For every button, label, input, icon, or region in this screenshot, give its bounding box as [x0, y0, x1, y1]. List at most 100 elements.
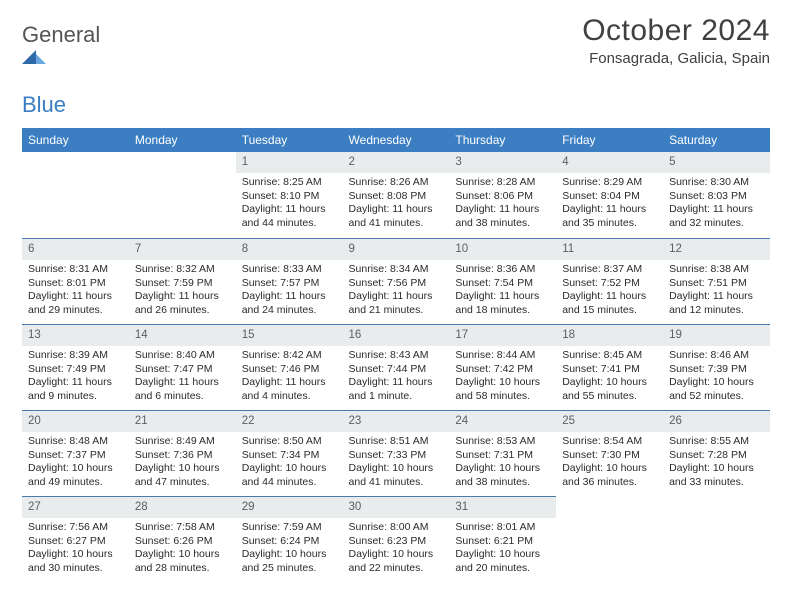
calendar-table: SundayMondayTuesdayWednesdayThursdayFrid…	[22, 128, 770, 582]
calendar-cell: 23Sunrise: 8:51 AMSunset: 7:33 PMDayligh…	[343, 410, 450, 496]
brand-logo: GeneralBlue	[22, 14, 102, 118]
day-content: Sunrise: 8:51 AMSunset: 7:33 PMDaylight:…	[343, 432, 450, 496]
calendar-cell: 26Sunrise: 8:55 AMSunset: 7:28 PMDayligh…	[663, 410, 770, 496]
day-number: 30	[343, 496, 450, 518]
calendar-cell: 27Sunrise: 7:56 AMSunset: 6:27 PMDayligh…	[22, 496, 129, 582]
calendar-cell: 17Sunrise: 8:44 AMSunset: 7:42 PMDayligh…	[449, 324, 556, 410]
calendar-cell: 1Sunrise: 8:25 AMSunset: 8:10 PMDaylight…	[236, 152, 343, 238]
day-number: 29	[236, 496, 343, 518]
brand-part1: General	[22, 22, 100, 47]
day-number: 17	[449, 324, 556, 346]
calendar-body: 1Sunrise: 8:25 AMSunset: 8:10 PMDaylight…	[22, 152, 770, 582]
day-content: Sunrise: 8:43 AMSunset: 7:44 PMDaylight:…	[343, 346, 450, 410]
day-content: Sunrise: 8:40 AMSunset: 7:47 PMDaylight:…	[129, 346, 236, 410]
day-content: Sunrise: 8:46 AMSunset: 7:39 PMDaylight:…	[663, 346, 770, 410]
month-title: October 2024	[582, 14, 770, 48]
day-number: 15	[236, 324, 343, 346]
calendar-cell: 30Sunrise: 8:00 AMSunset: 6:23 PMDayligh…	[343, 496, 450, 582]
day-content: Sunrise: 8:45 AMSunset: 7:41 PMDaylight:…	[556, 346, 663, 410]
calendar-cell: 18Sunrise: 8:45 AMSunset: 7:41 PMDayligh…	[556, 324, 663, 410]
calendar-week: 20Sunrise: 8:48 AMSunset: 7:37 PMDayligh…	[22, 410, 770, 496]
day-content: Sunrise: 8:37 AMSunset: 7:52 PMDaylight:…	[556, 260, 663, 324]
header: GeneralBlue October 2024 Fonsagrada, Gal…	[22, 14, 770, 118]
day-content: Sunrise: 8:34 AMSunset: 7:56 PMDaylight:…	[343, 260, 450, 324]
day-number: 20	[22, 410, 129, 432]
calendar-cell: 12Sunrise: 8:38 AMSunset: 7:51 PMDayligh…	[663, 238, 770, 324]
day-content: Sunrise: 8:29 AMSunset: 8:04 PMDaylight:…	[556, 173, 663, 237]
calendar-cell: 3Sunrise: 8:28 AMSunset: 8:06 PMDaylight…	[449, 152, 556, 238]
day-header: Sunday	[22, 128, 129, 152]
day-number: 31	[449, 496, 556, 518]
day-number: 19	[663, 324, 770, 346]
calendar-cell	[663, 496, 770, 582]
calendar-cell: 7Sunrise: 8:32 AMSunset: 7:59 PMDaylight…	[129, 238, 236, 324]
calendar-week: 1Sunrise: 8:25 AMSunset: 8:10 PMDaylight…	[22, 152, 770, 238]
day-number: 1	[236, 152, 343, 173]
day-number: 24	[449, 410, 556, 432]
day-number: 25	[556, 410, 663, 432]
day-content: Sunrise: 8:00 AMSunset: 6:23 PMDaylight:…	[343, 518, 450, 582]
day-number: 10	[449, 238, 556, 260]
day-number: 27	[22, 496, 129, 518]
calendar-cell: 8Sunrise: 8:33 AMSunset: 7:57 PMDaylight…	[236, 238, 343, 324]
calendar-week: 27Sunrise: 7:56 AMSunset: 6:27 PMDayligh…	[22, 496, 770, 582]
calendar-cell: 20Sunrise: 8:48 AMSunset: 7:37 PMDayligh…	[22, 410, 129, 496]
day-number: 26	[663, 410, 770, 432]
day-content: Sunrise: 8:55 AMSunset: 7:28 PMDaylight:…	[663, 432, 770, 496]
title-block: October 2024 Fonsagrada, Galicia, Spain	[582, 14, 770, 67]
day-content: Sunrise: 8:38 AMSunset: 7:51 PMDaylight:…	[663, 260, 770, 324]
day-number: 3	[449, 152, 556, 173]
calendar-cell: 15Sunrise: 8:42 AMSunset: 7:46 PMDayligh…	[236, 324, 343, 410]
calendar-cell: 22Sunrise: 8:50 AMSunset: 7:34 PMDayligh…	[236, 410, 343, 496]
day-number: 13	[22, 324, 129, 346]
day-content: Sunrise: 8:28 AMSunset: 8:06 PMDaylight:…	[449, 173, 556, 237]
day-number: 4	[556, 152, 663, 173]
calendar-cell: 25Sunrise: 8:54 AMSunset: 7:30 PMDayligh…	[556, 410, 663, 496]
calendar-cell: 19Sunrise: 8:46 AMSunset: 7:39 PMDayligh…	[663, 324, 770, 410]
day-content: Sunrise: 8:54 AMSunset: 7:30 PMDaylight:…	[556, 432, 663, 496]
calendar-week: 13Sunrise: 8:39 AMSunset: 7:49 PMDayligh…	[22, 324, 770, 410]
calendar-cell: 10Sunrise: 8:36 AMSunset: 7:54 PMDayligh…	[449, 238, 556, 324]
day-number: 23	[343, 410, 450, 432]
day-header: Tuesday	[236, 128, 343, 152]
day-header: Friday	[556, 128, 663, 152]
calendar-cell: 16Sunrise: 8:43 AMSunset: 7:44 PMDayligh…	[343, 324, 450, 410]
day-content: Sunrise: 8:36 AMSunset: 7:54 PMDaylight:…	[449, 260, 556, 324]
day-number: 9	[343, 238, 450, 260]
day-content: Sunrise: 8:32 AMSunset: 7:59 PMDaylight:…	[129, 260, 236, 324]
day-number: 6	[22, 238, 129, 260]
calendar-cell: 29Sunrise: 7:59 AMSunset: 6:24 PMDayligh…	[236, 496, 343, 582]
day-number: 14	[129, 324, 236, 346]
calendar-cell	[22, 152, 129, 238]
day-content: Sunrise: 8:42 AMSunset: 7:46 PMDaylight:…	[236, 346, 343, 410]
day-number: 12	[663, 238, 770, 260]
day-content: Sunrise: 7:56 AMSunset: 6:27 PMDaylight:…	[22, 518, 129, 582]
calendar-cell: 24Sunrise: 8:53 AMSunset: 7:31 PMDayligh…	[449, 410, 556, 496]
day-number: 21	[129, 410, 236, 432]
calendar-cell: 13Sunrise: 8:39 AMSunset: 7:49 PMDayligh…	[22, 324, 129, 410]
day-content: Sunrise: 8:49 AMSunset: 7:36 PMDaylight:…	[129, 432, 236, 496]
day-content: Sunrise: 8:25 AMSunset: 8:10 PMDaylight:…	[236, 173, 343, 237]
calendar-cell	[556, 496, 663, 582]
day-number: 18	[556, 324, 663, 346]
day-content: Sunrise: 7:58 AMSunset: 6:26 PMDaylight:…	[129, 518, 236, 582]
day-header: Monday	[129, 128, 236, 152]
day-content: Sunrise: 8:33 AMSunset: 7:57 PMDaylight:…	[236, 260, 343, 324]
day-number: 22	[236, 410, 343, 432]
day-number: 7	[129, 238, 236, 260]
day-header: Thursday	[449, 128, 556, 152]
day-header-row: SundayMondayTuesdayWednesdayThursdayFrid…	[22, 128, 770, 152]
calendar-cell: 11Sunrise: 8:37 AMSunset: 7:52 PMDayligh…	[556, 238, 663, 324]
calendar-cell: 28Sunrise: 7:58 AMSunset: 6:26 PMDayligh…	[129, 496, 236, 582]
calendar-week: 6Sunrise: 8:31 AMSunset: 8:01 PMDaylight…	[22, 238, 770, 324]
day-content: Sunrise: 8:48 AMSunset: 7:37 PMDaylight:…	[22, 432, 129, 496]
day-content: Sunrise: 8:26 AMSunset: 8:08 PMDaylight:…	[343, 173, 450, 237]
day-number: 11	[556, 238, 663, 260]
day-header: Wednesday	[343, 128, 450, 152]
day-content: Sunrise: 8:39 AMSunset: 7:49 PMDaylight:…	[22, 346, 129, 410]
calendar-cell: 4Sunrise: 8:29 AMSunset: 8:04 PMDaylight…	[556, 152, 663, 238]
calendar-cell: 5Sunrise: 8:30 AMSunset: 8:03 PMDaylight…	[663, 152, 770, 238]
day-content: Sunrise: 8:44 AMSunset: 7:42 PMDaylight:…	[449, 346, 556, 410]
day-number: 2	[343, 152, 450, 173]
day-number: 28	[129, 496, 236, 518]
